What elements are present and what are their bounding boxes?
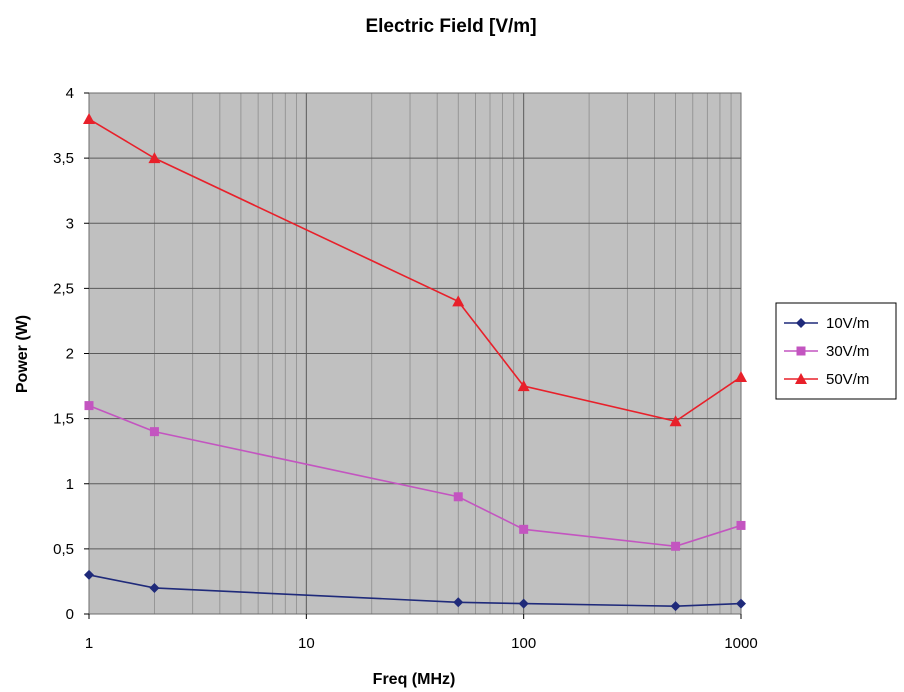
series-line — [88, 404, 742, 548]
y-tick-label: 3,5 — [53, 150, 74, 167]
legend-item: 10V/m — [784, 315, 869, 332]
data-point — [517, 380, 530, 392]
series-line — [88, 118, 742, 423]
series-1 — [84, 569, 746, 612]
x-axis-ticks: 1 10 100 1000 — [85, 614, 758, 652]
legend-item: 30V/m — [784, 343, 869, 360]
y-tick-label: 2,5 — [53, 280, 74, 297]
series-3 — [83, 113, 747, 427]
data-point — [519, 524, 529, 534]
y-axis-ticks: 0 0,5 1 1,5 2 2,5 3 3,5 4 — [53, 85, 89, 623]
y-tick-label: 3 — [66, 215, 74, 232]
series-layer — [83, 113, 747, 612]
data-point — [453, 597, 464, 608]
y-tick-label: 1,5 — [53, 411, 74, 428]
data-point — [83, 113, 95, 125]
grid — [88, 92, 742, 615]
legend-label: 30V/m — [826, 343, 869, 360]
y-tick-label: 1 — [66, 476, 74, 493]
data-point — [671, 541, 681, 551]
y-axis-label: Power (W) — [14, 315, 31, 393]
data-point — [670, 601, 681, 612]
y-tick-label: 0,5 — [53, 541, 74, 558]
x-tick-label: 100 — [511, 635, 536, 652]
legend-marker — [795, 373, 807, 384]
series-line — [88, 574, 742, 607]
legend-marker — [796, 318, 806, 328]
legend-marker — [796, 346, 806, 356]
data-point — [736, 598, 746, 609]
data-point — [453, 492, 463, 502]
plot-area — [88, 92, 742, 615]
data-point — [84, 569, 94, 580]
data-point — [735, 370, 747, 382]
legend-label: 10V/m — [826, 315, 869, 332]
legend: 10V/m 30V/m 50V/m — [775, 302, 897, 400]
x-tick-label: 1 — [85, 635, 93, 652]
chart-title: Electric Field [V/m] — [365, 16, 536, 37]
data-point — [669, 415, 682, 427]
data-point — [452, 295, 465, 307]
y-tick-label: 2 — [66, 346, 74, 363]
series-2 — [84, 401, 746, 551]
data-point — [518, 598, 529, 609]
x-tick-label: 10 — [298, 635, 315, 652]
data-point — [149, 582, 160, 593]
x-axis-label: Freq (MHz) — [373, 671, 456, 688]
data-point — [736, 520, 746, 530]
data-point — [148, 152, 161, 164]
y-tick-label: 4 — [66, 85, 74, 102]
data-point — [84, 401, 94, 411]
data-point — [149, 427, 159, 437]
x-tick-label: 1000 — [724, 635, 757, 652]
legend-item: 50V/m — [784, 371, 869, 388]
legend-label: 50V/m — [826, 371, 869, 388]
y-tick-label: 0 — [66, 606, 74, 623]
